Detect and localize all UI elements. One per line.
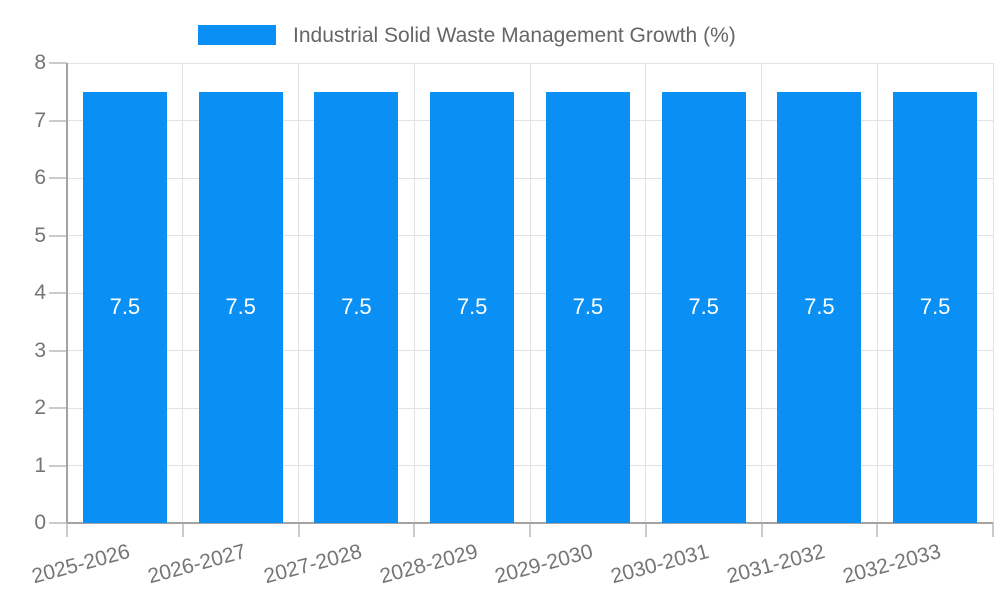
x-axis-label: 2028-2029 [377,540,481,589]
y-tick-mark [49,349,67,352]
bar[interactable] [777,91,862,523]
bar-value-label: 7.5 [688,294,719,320]
legend-item[interactable]: Industrial Solid Waste Management Growth… [198,23,736,47]
x-gridline [182,63,184,523]
legend-swatch-icon [198,25,276,45]
x-tick-mark [297,523,300,537]
x-tick-mark [66,523,68,537]
y-axis-label: 6 [34,166,46,189]
bar[interactable] [198,91,283,523]
bar-value-label: 7.5 [341,294,372,320]
x-axis-label: 2027-2028 [261,540,365,589]
bar-value-label: 7.5 [572,294,604,320]
x-tick-mark [181,523,184,537]
y-axis-label: 2 [34,396,46,419]
y-tick-mark [49,464,67,467]
y-tick-mark [49,234,67,237]
bar[interactable] [82,91,167,523]
y-axis-label: 5 [34,223,46,247]
bar[interactable] [430,91,515,523]
x-tick-mark [529,523,531,537]
x-axis-label: 2031-2032 [724,540,828,589]
x-axis-label: 2029-2030 [492,540,596,589]
x-gridline [413,63,415,523]
y-axis-label: 3 [34,338,46,362]
bar[interactable] [661,91,746,523]
bar[interactable] [545,91,630,523]
y-tick-mark [49,292,67,294]
bar-value-label: 7.5 [919,294,951,320]
y-tick-mark [49,177,67,179]
x-gridline [298,63,299,523]
bar-value-label: 7.5 [804,294,835,320]
x-axis-label: 2030-2031 [608,540,712,589]
x-gridline [645,63,647,523]
x-tick-mark [992,523,994,537]
y-axis-label: 0 [34,511,46,534]
x-tick-mark [413,523,416,537]
x-gridline [876,63,878,523]
y-axis-label: 1 [34,453,46,477]
x-tick-mark [876,523,879,537]
x-gridline [529,63,531,523]
y-tick-mark [49,522,67,524]
y-tick-mark [49,407,67,409]
bar-value-label: 7.5 [456,294,488,320]
legend-label: Industrial Solid Waste Management Growth… [293,23,736,47]
x-gridline [761,63,762,523]
x-tick-mark [760,523,763,537]
y-tick-mark [49,62,67,64]
y-axis-label: 7 [34,108,46,132]
x-tick-mark [644,523,647,537]
bar-value-label: 7.5 [225,294,256,320]
x-axis-label: 2025-2026 [29,540,133,589]
bar[interactable] [893,91,978,523]
y-axis-label: 8 [34,51,46,74]
x-axis-label: 2026-2027 [145,540,249,589]
y-tick-mark [49,119,67,122]
x-gridline [992,63,994,523]
x-axis-label: 2032-2033 [840,540,944,589]
y-axis-line [66,63,68,523]
bar-value-label: 7.5 [109,294,141,320]
x-axis-line [67,522,993,524]
bar[interactable] [314,91,399,523]
y-axis-label: 4 [34,281,46,304]
